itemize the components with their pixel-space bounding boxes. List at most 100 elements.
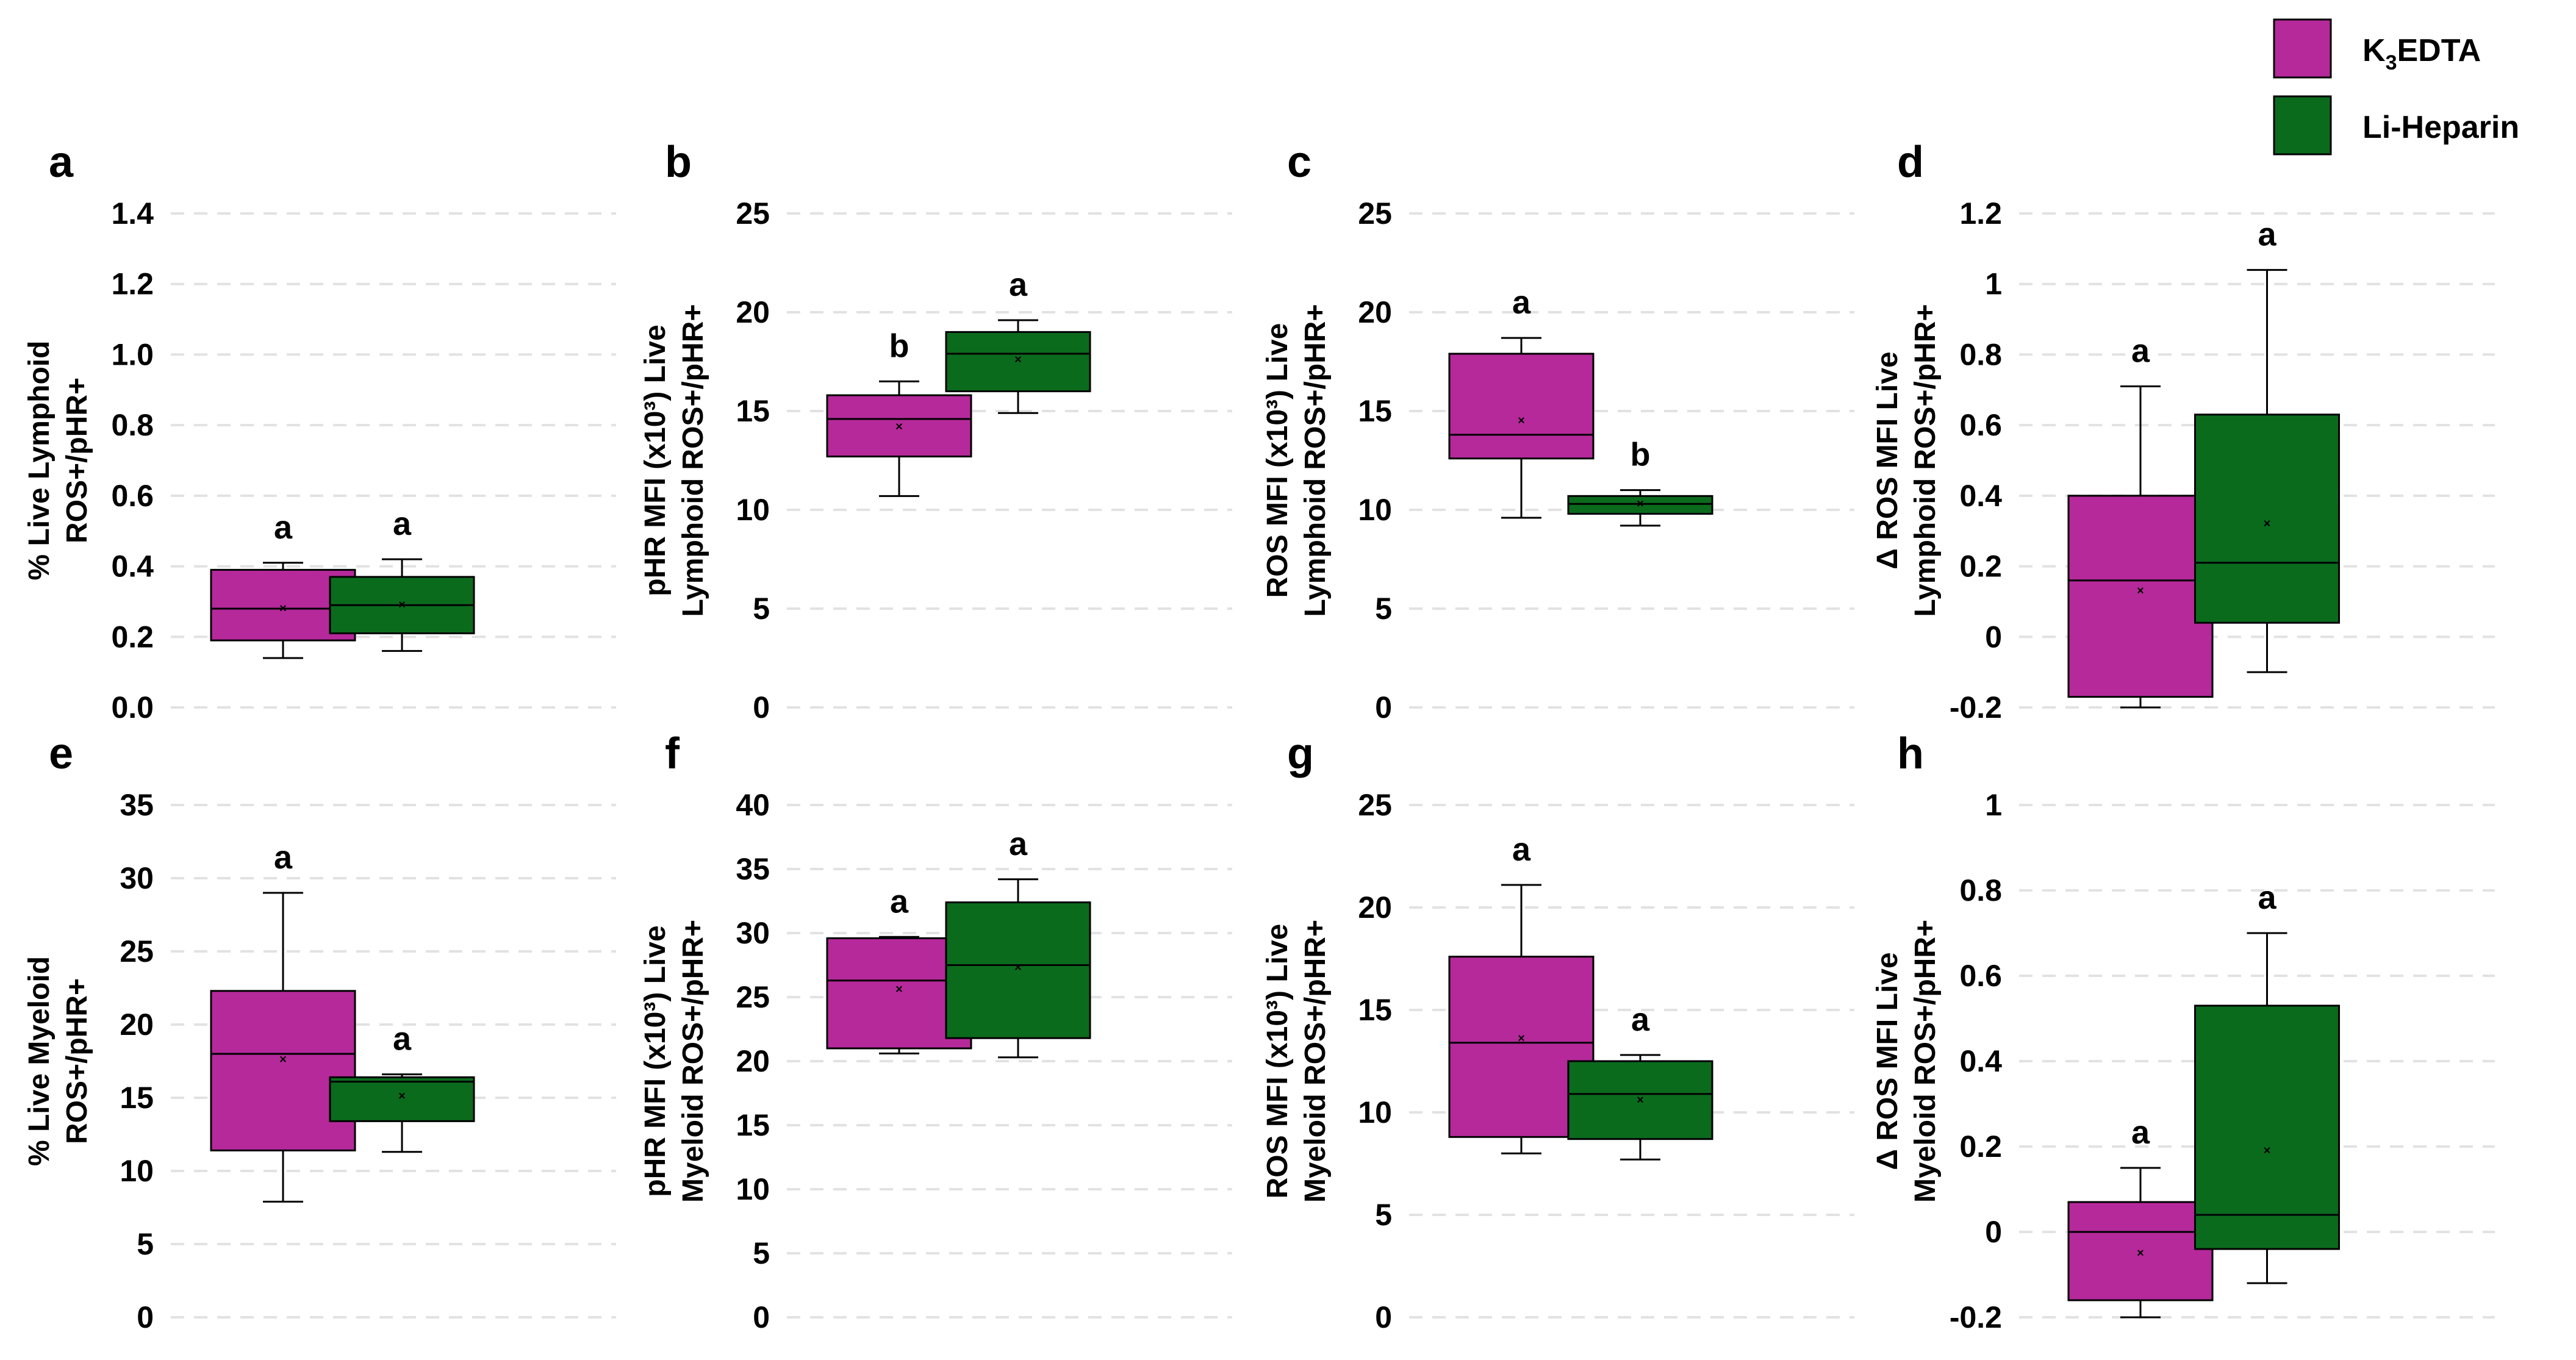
y-tick-label: 0 bbox=[753, 690, 770, 725]
significance-letter: a bbox=[274, 509, 293, 546]
legend-swatch bbox=[2273, 95, 2332, 156]
mean-marker: × bbox=[2137, 1247, 2144, 1260]
y-tick-label: 0.0 bbox=[111, 690, 154, 725]
significance-letter: a bbox=[1631, 1001, 1650, 1038]
mean-marker: × bbox=[1014, 353, 1022, 367]
y-axis-label: pHR MFI (x10³) Live bbox=[639, 324, 672, 596]
significance-letter: a bbox=[2258, 879, 2276, 916]
mean-marker: × bbox=[2264, 1144, 2271, 1158]
mean-marker: × bbox=[1637, 1093, 1644, 1107]
box-li-heparin: ×a bbox=[945, 826, 1091, 1059]
mean-marker: × bbox=[398, 598, 406, 612]
y-tick-label: 25 bbox=[1358, 196, 1392, 231]
y-tick-label: 10 bbox=[1358, 493, 1392, 527]
significance-letter: a bbox=[393, 1021, 412, 1058]
y-tick-label: 15 bbox=[736, 1108, 770, 1142]
y-axis-label: Lymphoid ROS+/pHR+ bbox=[1299, 304, 1332, 617]
y-tick-label: 15 bbox=[1358, 394, 1392, 428]
y-tick-label: 15 bbox=[1358, 993, 1392, 1027]
mean-marker: × bbox=[279, 602, 287, 615]
y-tick-label: 35 bbox=[736, 852, 770, 886]
significance-letter: a bbox=[1512, 831, 1531, 868]
box-li-heparin: ×a bbox=[2194, 879, 2340, 1284]
legend-swatch bbox=[2273, 18, 2332, 79]
y-tick-label: 5 bbox=[1375, 592, 1392, 626]
box-li-heparin: ×a bbox=[2194, 217, 2340, 673]
mean-marker: × bbox=[1014, 961, 1022, 975]
iqr-box bbox=[2067, 1201, 2214, 1301]
significance-letter: a bbox=[274, 839, 293, 876]
y-tick-label: 15 bbox=[736, 394, 770, 428]
panel-d: d Δ ROS MFI Live Lymphoid ROS+/pHR+ -0.2 0 0.… bbox=[1871, 138, 2495, 725]
panel-g: g ROS MFI (x10³) Live Myeloid ROS+/pHR+ 0 5 1… bbox=[1261, 729, 1854, 1334]
mean-marker: × bbox=[1518, 1032, 1525, 1045]
panel-b: b pHR MFI (x10³) Live Lymphoid ROS+/pHR+ 0 5… bbox=[639, 138, 1232, 725]
box-k3edta: ×b bbox=[826, 327, 972, 497]
y-tick-label: 0.4 bbox=[111, 549, 154, 584]
y-tick-label: 25 bbox=[1358, 788, 1392, 822]
box-k3edta: ×a bbox=[2067, 1114, 2214, 1319]
y-tick-label: 0 bbox=[1985, 620, 2002, 654]
y-tick-label: 15 bbox=[120, 1081, 154, 1115]
box-li-heparin: ×a bbox=[329, 506, 475, 652]
significance-letter: a bbox=[890, 883, 909, 920]
panel-letter: f bbox=[665, 729, 680, 778]
panel-letter: a bbox=[49, 138, 74, 187]
panel-letter: g bbox=[1287, 729, 1314, 778]
mean-marker: × bbox=[398, 1090, 406, 1103]
significance-letter: a bbox=[1009, 267, 1028, 303]
legend-item-li-heparin: Li-Heparin bbox=[2273, 95, 2519, 156]
y-tick-label: 5 bbox=[137, 1227, 154, 1261]
y-tick-label: 40 bbox=[736, 788, 770, 822]
y-tick-label: 0 bbox=[1985, 1215, 2002, 1249]
mean-marker: × bbox=[2137, 584, 2144, 598]
y-axis-label: Lymphoid ROS+/pHR+ bbox=[677, 304, 709, 617]
mean-marker: × bbox=[1518, 414, 1525, 428]
y-axis-label: ROS+/pHR+ bbox=[61, 378, 93, 543]
y-tick-label: 0 bbox=[753, 1300, 770, 1334]
panel-e: e% Live Myeloid ROS+/pHR+05101520253035×a… bbox=[23, 729, 616, 1334]
iqr-box bbox=[2067, 495, 2214, 698]
box-k3edta: ×a bbox=[2067, 333, 2214, 709]
y-tick-label: 30 bbox=[736, 916, 770, 950]
y-tick-label: 1.2 bbox=[111, 267, 154, 301]
y-tick-label: 25 bbox=[736, 980, 770, 1014]
y-tick-label: 0.2 bbox=[1959, 1129, 2002, 1164]
panel-a: a % Live Lymphoid ROS+/pHR+ 0.0 0.2 0.4 0.6 0.8… bbox=[23, 138, 616, 725]
y-tick-label: 0.8 bbox=[1959, 337, 2002, 371]
y-tick-label: 0.8 bbox=[111, 408, 154, 442]
y-tick-label: 10 bbox=[736, 493, 770, 527]
y-tick-label: 10 bbox=[736, 1172, 770, 1206]
box-k3edta: ×a bbox=[1448, 284, 1595, 519]
y-tick-label: 25 bbox=[120, 934, 154, 968]
y-axis-label: Myeloid ROS+/pHR+ bbox=[1909, 920, 1942, 1203]
y-tick-label: 20 bbox=[1358, 295, 1392, 329]
box-li-heparin: ×b bbox=[1567, 437, 1713, 527]
y-axis-label: Δ ROS MFI Live bbox=[1871, 952, 1904, 1170]
mean-marker: × bbox=[2264, 517, 2271, 531]
panel-letter: e bbox=[49, 729, 73, 778]
mean-marker: × bbox=[279, 1053, 287, 1067]
y-tick-label: 25 bbox=[736, 196, 770, 231]
panel-letter: h bbox=[1897, 729, 1924, 778]
y-tick-label: 0.6 bbox=[1959, 959, 2002, 993]
box-li-heparin: ×a bbox=[329, 1021, 475, 1153]
y-tick-label: 30 bbox=[120, 861, 154, 895]
iqr-box bbox=[1567, 1060, 1713, 1140]
iqr-box bbox=[826, 394, 972, 458]
legend-item-k3edta: K3EDTA bbox=[2273, 18, 2481, 79]
iqr-box bbox=[329, 1076, 475, 1122]
y-tick-label: 0.4 bbox=[1959, 1044, 2002, 1078]
y-tick-label: 20 bbox=[120, 1007, 154, 1042]
iqr-box bbox=[1448, 353, 1595, 460]
y-axis-label: Myeloid ROS+/pHR+ bbox=[1299, 920, 1332, 1203]
legend: K3EDTA Li-Heparin bbox=[2273, 18, 2519, 156]
significance-letter: a bbox=[2258, 217, 2276, 253]
legend-label: Li-Heparin bbox=[2363, 110, 2519, 145]
significance-letter: a bbox=[1009, 826, 1028, 862]
significance-letter: a bbox=[393, 506, 412, 542]
y-tick-label: 1 bbox=[1985, 788, 2002, 822]
y-tick-label: 35 bbox=[120, 788, 154, 822]
